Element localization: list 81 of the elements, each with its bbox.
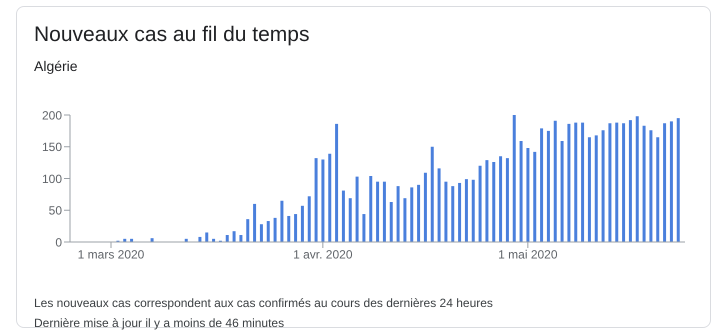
bar: [232, 231, 236, 242]
bar: [328, 154, 332, 242]
x-tick-label: 1 avr. 2020: [293, 248, 353, 262]
bar: [396, 186, 400, 242]
x-tick-label: 1 mars 2020: [78, 248, 145, 262]
bar: [362, 214, 366, 242]
bar: [239, 235, 242, 242]
bar: [376, 182, 380, 242]
bar: [594, 135, 598, 242]
bar: [588, 137, 591, 242]
bar: [546, 130, 550, 242]
y-tick-label: 100: [42, 172, 62, 186]
bar: [280, 200, 284, 242]
bar: [314, 158, 318, 242]
bar: [150, 238, 154, 242]
bar: [342, 190, 345, 242]
bar: [533, 152, 536, 242]
bar: [540, 128, 544, 242]
bar: [417, 184, 420, 242]
bar: [520, 141, 523, 242]
bar: [403, 198, 406, 242]
bar: [464, 179, 468, 242]
chart-subtitle: Algérie: [34, 58, 78, 74]
bar: [567, 124, 570, 242]
bar: [300, 206, 304, 242]
bar: [670, 121, 673, 242]
bar: [512, 115, 516, 242]
bar: [266, 221, 270, 242]
bar: [205, 232, 208, 242]
bar: [676, 118, 680, 242]
bar: [622, 123, 626, 242]
bar: [260, 224, 263, 242]
bar: [472, 180, 475, 242]
text: Les nouveaux cas correspondent aux cas confirmés au cours des dernières 24 heures: [34, 296, 493, 310]
bar: [348, 198, 352, 242]
bar: [663, 123, 666, 242]
bar: [287, 216, 290, 242]
bar: [628, 120, 632, 242]
bar: [308, 196, 311, 242]
bar: [444, 182, 448, 242]
bar: [642, 126, 646, 242]
bar: [615, 122, 618, 242]
bar: [274, 218, 277, 242]
bar: [335, 124, 338, 242]
bar: [478, 166, 482, 242]
bar: [526, 148, 530, 242]
bar: [390, 202, 393, 242]
bar: [492, 162, 496, 242]
bar: [246, 219, 250, 242]
x-tick-label: 1 mai 2020: [498, 248, 558, 262]
y-tick-label: 50: [48, 204, 62, 218]
bar: [451, 186, 454, 242]
bar: [608, 123, 612, 242]
bar: [499, 156, 502, 242]
bar: [253, 204, 256, 242]
bar: [560, 141, 564, 242]
bar: [424, 172, 427, 242]
text: Dernière mise à jour il y a moins de 46 minutes: [34, 316, 284, 330]
bar: [294, 214, 298, 242]
bar: [356, 176, 359, 242]
bar: [485, 160, 488, 242]
bar: [581, 122, 584, 242]
bar: [430, 146, 434, 242]
bar: [506, 158, 509, 242]
bar: [649, 130, 652, 242]
chart-title: Nouveaux cas au fil du temps: [34, 23, 310, 47]
bar: [554, 120, 557, 242]
bar: [636, 116, 639, 242]
y-tick-label: 200: [42, 108, 62, 122]
bar: [321, 159, 324, 242]
bar: [382, 182, 386, 242]
y-tick-label: 0: [55, 235, 62, 250]
bar: [226, 235, 229, 242]
bar: [410, 187, 414, 242]
bar: [574, 122, 578, 242]
bar: [369, 176, 372, 242]
bar: [602, 130, 605, 242]
bar: [458, 182, 462, 242]
bar: [438, 168, 441, 242]
y-tick-label: 150: [42, 140, 62, 154]
bar: [656, 137, 660, 242]
